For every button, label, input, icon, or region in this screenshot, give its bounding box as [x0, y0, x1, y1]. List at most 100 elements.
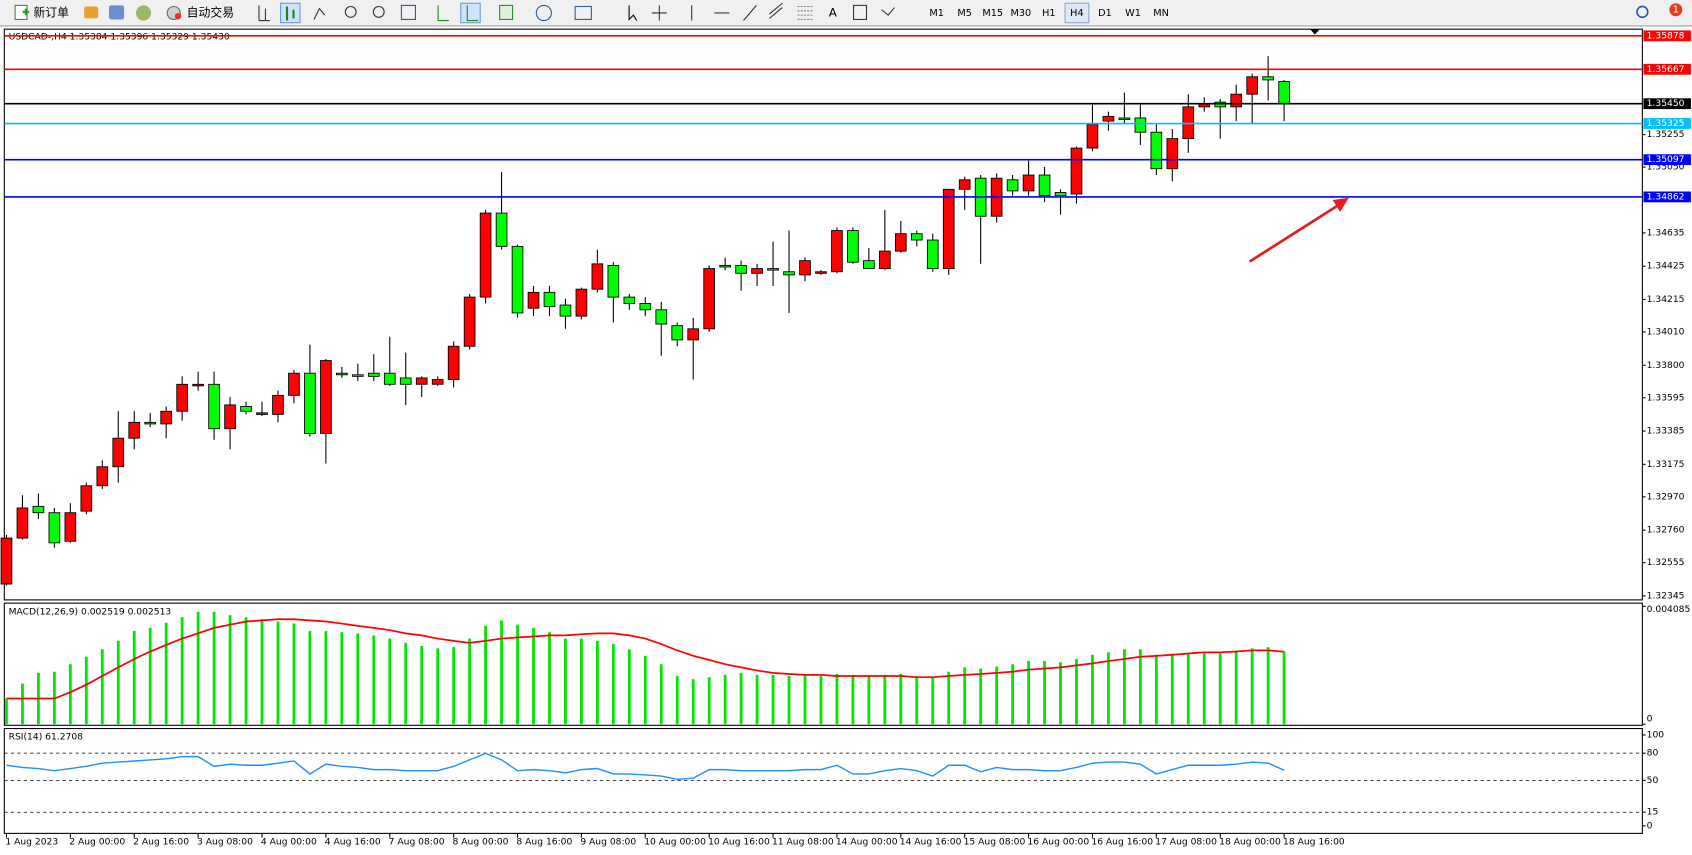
price-label: 1.35878: [1647, 30, 1685, 41]
timeframe-button[interactable]: W1: [1125, 8, 1141, 19]
macd-bar: [276, 621, 280, 725]
label-icon[interactable]: [853, 4, 868, 20]
x-tick-label: 8 Aug 00:00: [453, 837, 509, 848]
icon[interactable]: [499, 4, 514, 20]
macd-bar: [500, 620, 503, 725]
macd-bar: [196, 611, 200, 725]
macd-bar: [835, 674, 839, 725]
macd-bar: [979, 668, 983, 725]
search-icon[interactable]: [1636, 5, 1649, 19]
macd-bar: [308, 631, 312, 725]
y-tick-label: 0: [1647, 713, 1653, 724]
icon[interactable]: [535, 4, 552, 22]
macd-bar: [1059, 662, 1062, 725]
candle-body: [336, 372, 348, 376]
candle-body: [128, 421, 141, 439]
candle-body: [926, 239, 939, 270]
candle-body: [112, 437, 125, 468]
icon[interactable]: [84, 6, 99, 19]
y-tick-label: 0: [1647, 820, 1653, 831]
candle-body: [479, 212, 492, 298]
candle-body: [367, 372, 380, 377]
candle-body: [351, 374, 364, 377]
timeframe-button[interactable]: M5: [957, 8, 972, 19]
chart-title: USDCAD-,H4 1.35384 1.35396 1.35329 1.354…: [9, 31, 230, 42]
candle-body: [1118, 117, 1131, 120]
timeframe-button[interactable]: H4: [1070, 8, 1083, 19]
candle-body: [64, 512, 77, 542]
icon[interactable]: [313, 7, 326, 20]
timeframe-button[interactable]: M1: [929, 8, 944, 19]
selected-tool[interactable]: [460, 2, 481, 24]
crosshair-icon[interactable]: [651, 5, 667, 21]
icon: [174, 12, 182, 20]
trendline-icon[interactable]: [743, 5, 757, 21]
y-tick-label: 15: [1647, 807, 1659, 818]
candle-body: [879, 250, 891, 270]
y-tick-label: 1.34635: [1647, 227, 1685, 238]
candle-body: [16, 507, 29, 539]
candle-body: [447, 345, 460, 380]
icon[interactable]: [400, 4, 416, 20]
icon[interactable]: [437, 5, 449, 22]
macd-bar: [1043, 661, 1046, 725]
cursor-icon[interactable]: [628, 5, 638, 21]
timeframe-button[interactable]: MN: [1153, 8, 1169, 19]
macd-bar: [404, 642, 408, 725]
icon[interactable]: [135, 5, 152, 21]
timeframe-button[interactable]: D1: [1098, 8, 1112, 19]
macd-bar: [995, 666, 999, 725]
candle-body: [591, 263, 604, 290]
y-tick-label: 80: [1647, 748, 1659, 759]
notification-count: 1: [1673, 5, 1679, 16]
text-tool[interactable]: A: [829, 5, 838, 19]
macd-bar: [100, 649, 104, 725]
x-tick-label: 14 Aug 16:00: [900, 837, 962, 848]
candle-body: [863, 260, 875, 270]
timeframe-button[interactable]: H1: [1042, 8, 1055, 19]
timeframe-button[interactable]: M15: [982, 8, 1003, 19]
macd-bar: [116, 640, 120, 725]
candle-body: [1022, 174, 1035, 192]
candle-body: [0, 537, 13, 585]
toolbar-bg: [0, 0, 1692, 26]
macd-bar: [132, 631, 136, 725]
fibo-icon[interactable]: [797, 5, 813, 20]
notification-badge[interactable]: [1669, 3, 1683, 17]
arrows-icon[interactable]: [881, 7, 895, 16]
y-tick-label: 1.35050: [1647, 162, 1685, 173]
price-label: 1.35097: [1647, 154, 1685, 165]
y-tick-label: 0.004085: [1647, 604, 1691, 615]
candle-body: [224, 404, 236, 430]
auto-trading-button[interactable]: 自动交易: [166, 5, 234, 20]
selected-tool[interactable]: [280, 2, 301, 24]
candle-body: [192, 383, 204, 387]
signal-line: [6, 618, 1285, 700]
button-label: 新订单: [33, 5, 69, 19]
price-label: 1.35667: [1647, 64, 1685, 75]
icon[interactable]: [258, 5, 270, 22]
icon[interactable]: [372, 5, 385, 18]
new-order-button[interactable]: 新订单: [14, 4, 69, 20]
channel-icon[interactable]: [769, 2, 783, 19]
price-label: 1.35325: [1647, 118, 1685, 129]
macd-bar: [915, 676, 919, 725]
rsi-title: RSI(14) 61.2708: [9, 732, 84, 743]
y-tick-label: 1.34010: [1647, 326, 1685, 337]
macd-bar: [5, 698, 8, 725]
macd-bar: [819, 676, 823, 725]
icon[interactable]: [574, 5, 592, 20]
timeframe-button[interactable]: M30: [1010, 8, 1031, 19]
candle-body: [815, 271, 827, 274]
x-tick-label: 7 Aug 08:00: [389, 837, 445, 848]
x-tick-label: 1 Aug 2023: [5, 837, 58, 848]
candle-body: [719, 264, 731, 268]
icon: [22, 8, 30, 16]
candle-body: [831, 230, 843, 273]
candle-body: [176, 383, 188, 412]
icon[interactable]: [344, 5, 357, 18]
macd-bar: [1075, 659, 1078, 725]
icon[interactable]: [108, 5, 125, 20]
